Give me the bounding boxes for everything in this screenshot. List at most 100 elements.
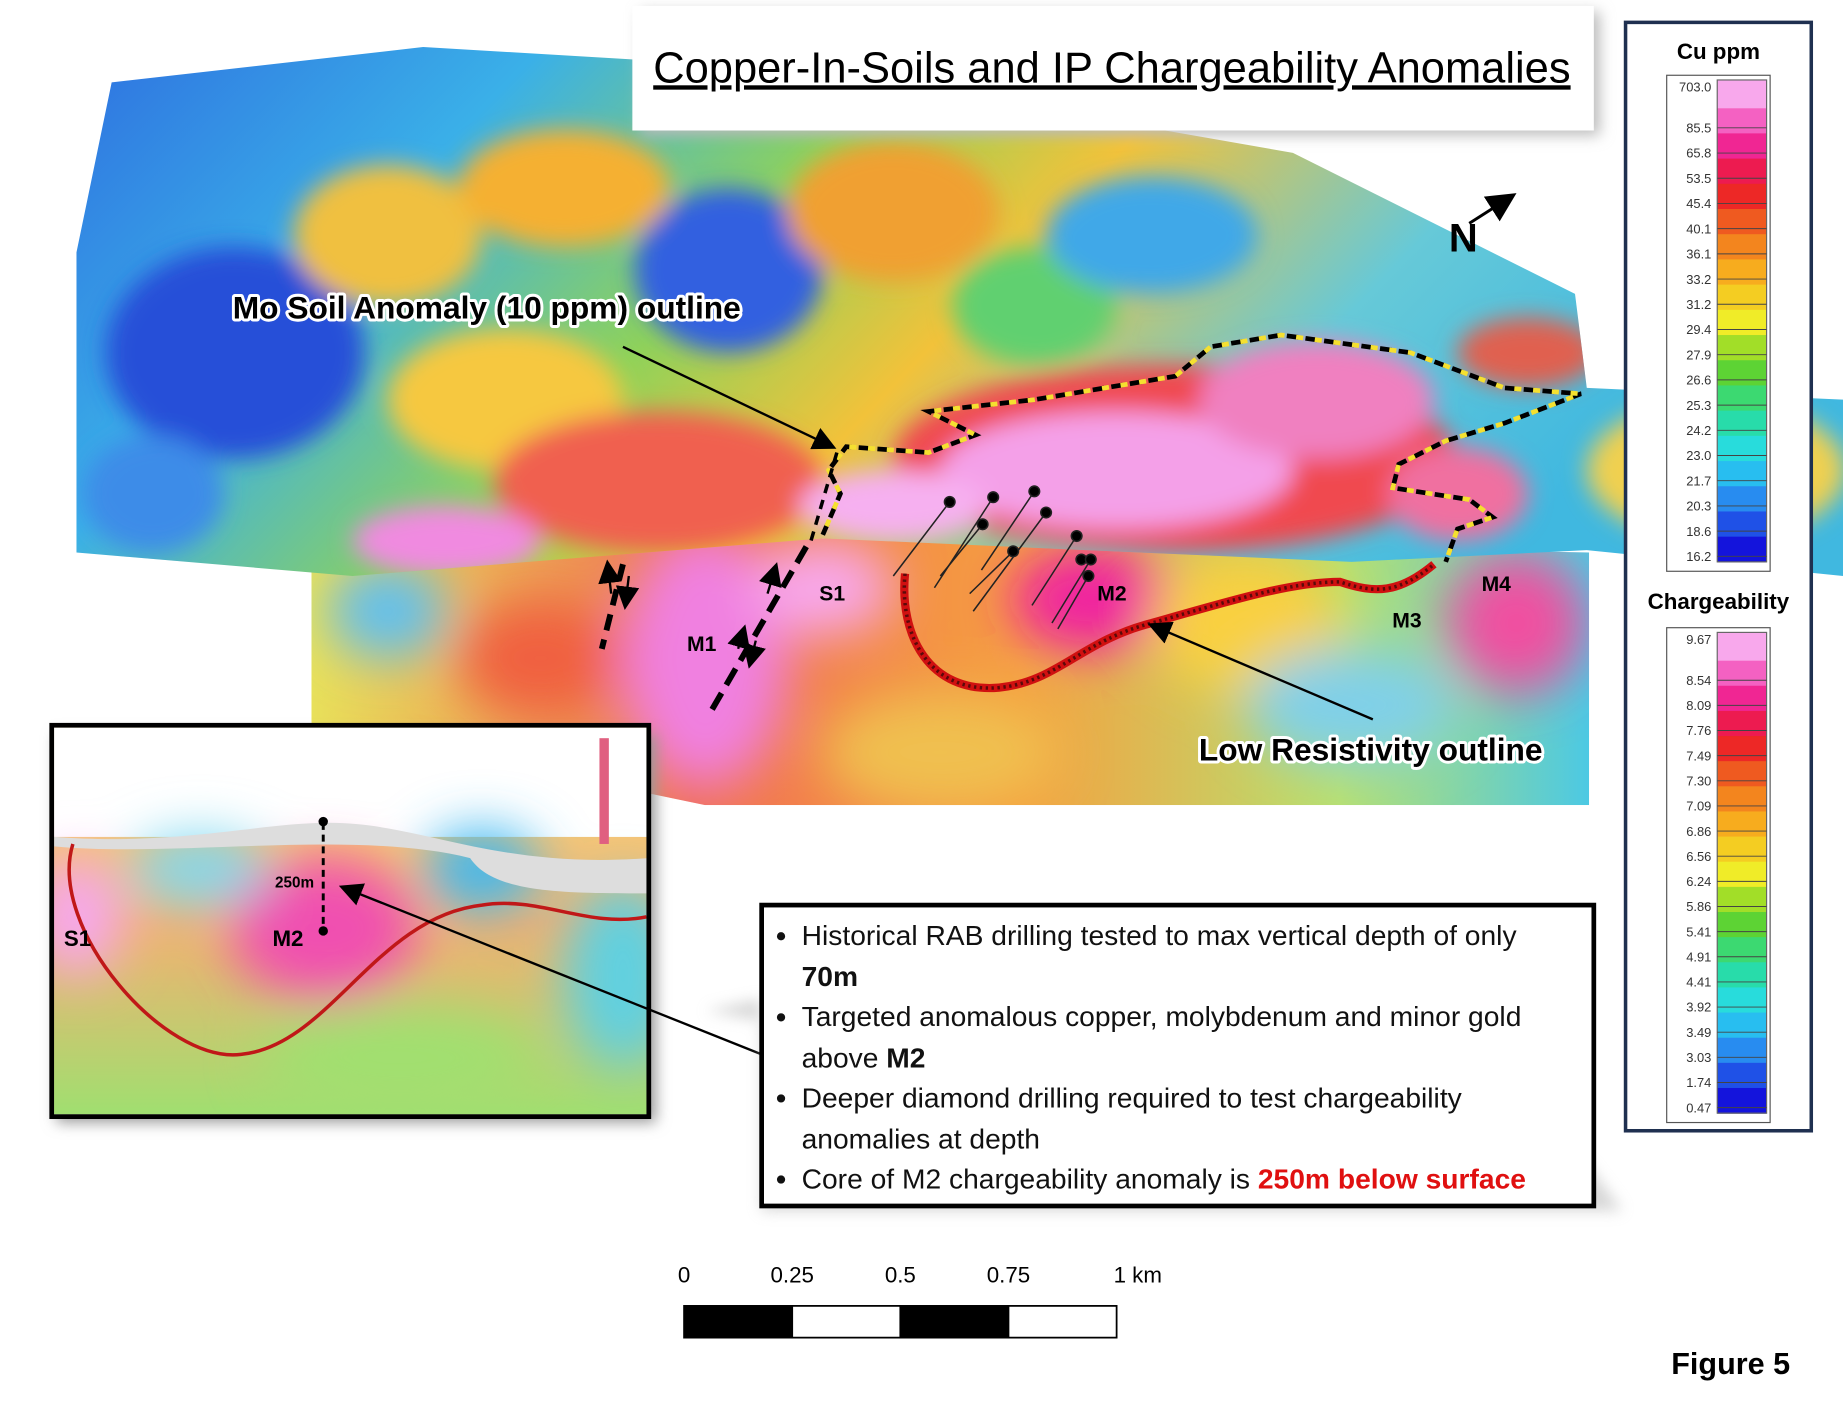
legend-label: 53.5 [1686,171,1711,186]
fault-arrow [727,624,750,651]
scale-segment [1007,1305,1118,1339]
legend-band [1717,360,1767,387]
bullet: Targeted anomalous copper, molybdenum an… [802,998,1580,1079]
legend-band [1717,385,1767,412]
fault-arrow [615,575,640,611]
legend-band [1717,861,1767,888]
bullet-text: Historical RAB drilling tested to max ve… [801,920,1517,953]
fault-arrow [598,559,622,594]
legend-band [1717,410,1767,437]
anomaly-core [318,926,328,936]
anomaly-label: M3 [1392,610,1421,633]
legend-label: 7.09 [1686,799,1711,814]
legend-label: 25.3 [1686,398,1711,413]
legend-band [1717,183,1767,210]
legend-title: Cu ppm [1677,39,1760,64]
legend-band [1717,912,1767,938]
depth-label: 250m [275,874,314,891]
low-resistivity-dots [902,562,1436,690]
bullet-text: M2 [886,1042,926,1074]
legend-label: 1.74 [1686,1075,1711,1090]
legend-label: 8.54 [1686,673,1711,688]
legend-label: 26.6 [1686,373,1711,388]
legend-band [1717,208,1767,235]
legend-label: 21.7 [1686,473,1711,488]
legend-label: 29.4 [1686,322,1711,337]
legend-band [1717,133,1767,160]
legend-label: 85.5 [1686,121,1711,136]
legend-band [1717,284,1767,311]
inset-arrow [338,883,763,1056]
legend-label: 33.2 [1686,272,1711,287]
legend-label: 6.56 [1686,849,1711,864]
chargeability-section [311,538,1590,806]
fault-arrow [759,562,782,594]
scale-label: 0.75 [987,1262,1030,1287]
legend-label: 0.47 [1686,1100,1711,1115]
bullet-box [759,902,1597,1209]
scale-label: 1 km [1114,1262,1162,1287]
legend-label: 6.86 [1686,824,1711,839]
legend-band [1717,937,1767,963]
legend-band [1717,259,1767,286]
legend-label: 18.6 [1686,524,1711,539]
legend-band [1717,685,1767,712]
drill-collar [318,816,328,827]
scale-label: 0.25 [770,1262,813,1287]
anomaly-label: S1 [819,583,845,606]
legend-band [1717,1037,1767,1064]
legend-band [1717,158,1767,185]
bullet-text: Targeted anomalous copper, molybdenum an… [801,1001,1522,1074]
legend-title: Chargeability [1648,589,1790,614]
legend-label: 9.67 [1686,632,1711,647]
anomaly-label: M2 [1097,583,1126,606]
legend-band [1717,486,1767,513]
legend-band [1717,987,1767,1014]
scale-bar: 0 0.25 0.5 0.75 1 km [678,1262,1162,1339]
legend-label: 703.0 [1679,80,1711,95]
legend-label: 45.4 [1686,196,1711,211]
legend-band [1717,511,1767,538]
legend-label: 5.86 [1686,899,1711,914]
bullet: Deeper diamond drilling required to test… [802,1079,1580,1160]
legend-band [1717,632,1767,661]
fault-arrow [743,640,766,669]
bullet-list: Historical RAB drilling tested to max ve… [766,910,1589,1201]
legend-band [1717,836,1767,863]
legend-label: 27.9 [1686,347,1711,362]
legend-label: 20.3 [1686,499,1711,514]
legend-label: 4.91 [1686,949,1711,964]
bullet: Historical RAB drilling tested to max ve… [802,917,1580,998]
legend-band [1717,736,1767,762]
legend-label: 23.0 [1686,448,1711,463]
legend-label: 16.2 [1686,549,1711,564]
bullet-text: Deeper diamond drilling required to test… [801,1082,1462,1155]
legend-band [1717,309,1767,336]
anomaly-label: M4 [1482,573,1512,596]
drill-holes [892,485,1097,630]
legend-band [1717,461,1767,487]
mo-outline-fill [820,332,1582,563]
scale-segment [899,1305,1010,1339]
bullet-text: 70m [801,960,859,993]
legend-label: 3.49 [1686,1025,1711,1040]
legend-band [1717,79,1767,109]
legend-bar-border [1716,79,1768,563]
inset-label: S1 [64,926,91,951]
legend-label: 8.09 [1686,698,1711,713]
legend-band [1717,761,1767,787]
legend-band [1717,1012,1767,1039]
fault [708,545,809,713]
legend-band [1717,335,1767,361]
legend-band [1717,435,1767,462]
title-box [632,5,1594,131]
inset-frame [49,722,652,1120]
legend-band [1717,886,1767,913]
annotation-arrow [622,345,837,450]
bullet: Core of M2 chargeability anomaly is 250m… [802,1160,1580,1201]
title: Copper-In-Soils and IP Chargeability Ano… [653,44,1570,92]
bullet-text: Historical RAB drilling tested to max ve… [766,910,1589,1201]
legend-label: 31.2 [1686,297,1711,312]
figure-label: Figure 5 [1671,1347,1790,1381]
